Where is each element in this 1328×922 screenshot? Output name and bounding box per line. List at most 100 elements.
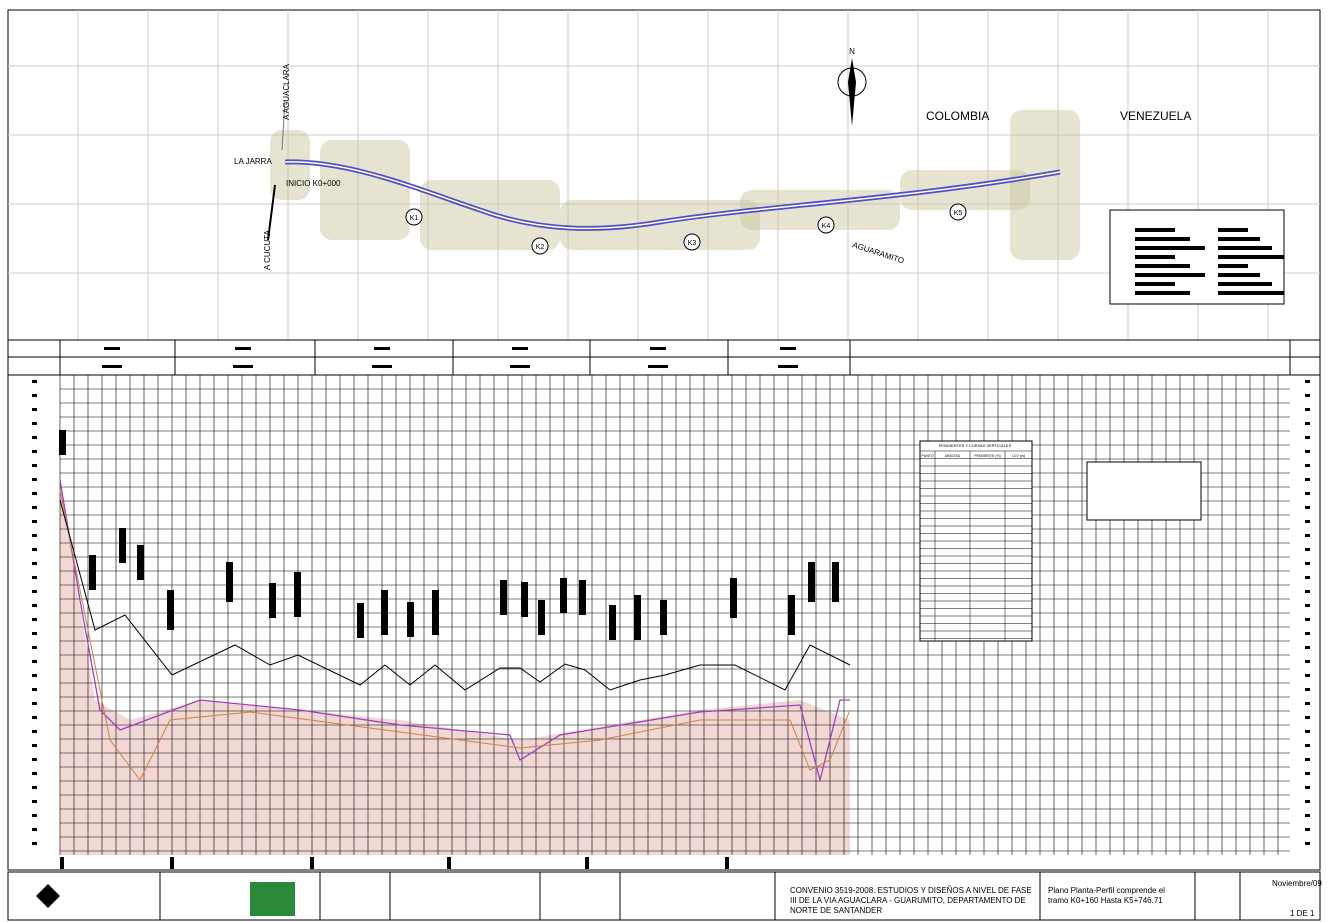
side-tick [32, 716, 37, 719]
station-bar [59, 430, 66, 455]
side-tick [1305, 786, 1310, 789]
legend-item [1135, 264, 1190, 268]
place-label: LA JARRA [234, 157, 272, 166]
side-tick [1305, 590, 1310, 593]
km-marker [949, 203, 967, 221]
side-tick [32, 450, 37, 453]
side-tick [32, 394, 37, 397]
terrain-area [270, 130, 310, 200]
band-label [102, 365, 122, 368]
logo-green [250, 882, 295, 916]
station-bar [407, 602, 414, 637]
access-road [281, 99, 286, 151]
side-tick [1305, 506, 1310, 509]
terrain-area [1010, 110, 1080, 260]
side-tick [32, 786, 37, 789]
side-tick [1305, 478, 1310, 481]
legend-item [1135, 273, 1205, 277]
side-tick [1305, 436, 1310, 439]
side-tick [1305, 744, 1310, 747]
ground-line-alt [59, 489, 851, 781]
band-label [235, 347, 251, 350]
scope-line: tramo K0+160 Hasta K5+746.71 [1048, 896, 1163, 905]
station-bar [560, 578, 567, 613]
legend-item [1218, 237, 1260, 241]
side-tick [32, 534, 37, 537]
sheet-number: 1 DE 1 [1290, 909, 1315, 918]
side-tick [32, 674, 37, 677]
side-tick [32, 730, 37, 733]
km-label: K4 [822, 223, 831, 230]
band-label [648, 365, 668, 368]
km-marker [817, 216, 835, 234]
station-bar [634, 595, 641, 640]
side-tick [32, 702, 37, 705]
side-tick [32, 646, 37, 649]
side-tick [1305, 702, 1310, 705]
station-bar [808, 562, 815, 602]
side-tick [32, 758, 37, 761]
legend-item [1218, 264, 1248, 268]
side-tick [32, 380, 37, 383]
place-label: AGUARAMITO [851, 240, 905, 265]
legend-item [1218, 291, 1284, 295]
side-tick [1305, 562, 1310, 565]
side-tick [32, 576, 37, 579]
profile-frame [7, 339, 1321, 871]
section-fill [60, 480, 850, 855]
side-tick [1305, 730, 1310, 733]
station-bar [788, 595, 795, 635]
side-tick [32, 814, 37, 817]
side-tick [1305, 800, 1310, 803]
side-tick [32, 744, 37, 747]
side-tick [1305, 492, 1310, 495]
station-bar [432, 590, 439, 635]
project-line: NORTE DE SANTANDER [790, 906, 882, 915]
station-tick [725, 857, 729, 869]
side-tick [1305, 814, 1310, 817]
side-tick [1305, 408, 1310, 411]
side-tick [1305, 380, 1310, 383]
side-tick [1305, 716, 1310, 719]
station-bar [730, 578, 737, 618]
station-bar [89, 555, 96, 590]
side-tick [32, 478, 37, 481]
side-tick [1305, 464, 1310, 467]
band-label [778, 365, 798, 368]
side-tick [1305, 828, 1310, 831]
north-arrow [848, 58, 856, 126]
side-tick [1305, 450, 1310, 453]
station-bar [119, 528, 126, 563]
country-label: COLOMBIA [926, 109, 989, 123]
direction-label: A CUCUTA [263, 229, 272, 270]
side-tick [32, 464, 37, 467]
side-tick [1305, 688, 1310, 691]
side-tick [32, 828, 37, 831]
station-bar [269, 583, 276, 618]
side-tick [32, 604, 37, 607]
north-label: N [849, 47, 855, 56]
side-tick [32, 422, 37, 425]
side-tick [32, 408, 37, 411]
station-bar [832, 562, 839, 602]
legend-item [1135, 291, 1190, 295]
side-tick [1305, 646, 1310, 649]
side-tick [1305, 534, 1310, 537]
side-tick [1305, 660, 1310, 663]
km-marker [531, 237, 549, 255]
side-tick [1305, 632, 1310, 635]
legend-item [1135, 255, 1175, 259]
band-label [650, 347, 666, 350]
profile-view: PUNTO ABSCISA PENDIENTE (%) LCV (m) [7, 339, 1321, 871]
access-road [267, 184, 276, 241]
station-bar [294, 572, 301, 617]
legend-item [1135, 246, 1205, 250]
project-line: CONVENIO 3519-2008. ESTUDIOS Y DISEÑOS A… [790, 886, 1032, 895]
profile-legend [1086, 461, 1202, 521]
km-label: K3 [688, 240, 697, 247]
band-label [510, 365, 530, 368]
side-tick [32, 842, 37, 845]
km-marker [683, 233, 701, 251]
table-header: PUNTO [921, 454, 933, 458]
